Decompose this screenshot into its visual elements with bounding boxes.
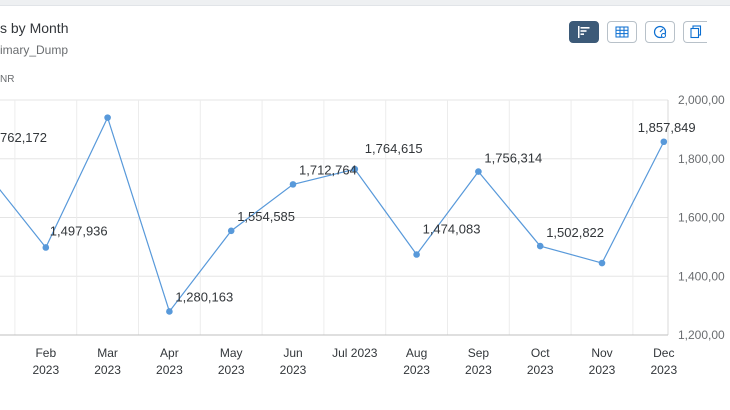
x-tick-label-year: 2023 [403,363,430,377]
chart-view-button[interactable] [569,21,599,43]
y-tick-label: 1,800,00 [678,152,725,166]
x-tick-label-year: 2023 [650,363,677,377]
window-top-border [0,0,730,6]
table-grid-icon [615,26,629,38]
x-tick-label: Sep [468,346,490,360]
y-tick-label: 1,600,00 [678,211,725,225]
x-tick-label: Nov [591,346,612,360]
chart-title: s by Month [0,20,69,36]
chart-settings-button[interactable] [645,21,675,43]
data-point [475,168,482,175]
x-tick-label-year: 2023 [280,363,307,377]
gauge-icon [653,25,667,39]
data-label: 1,712,764 [299,162,357,177]
y-tick-label: 2,000,00 [678,93,725,107]
data-point [289,181,297,188]
series-line [0,115,665,313]
y-tick-label: 1,200,00 [678,328,725,342]
data-point [536,242,544,250]
data-labels: 762,172 1,497,936 1,280,163 1,554,585 1,712,… [0,120,696,305]
data-point [598,259,606,267]
x-tick-label-year: 2023 [32,363,59,377]
y-axis: 2,000,00 1,800,00 1,600,00 1,400,00 1,200,00 [678,93,725,342]
chart-toolbar [569,21,707,43]
data-label: 1,280,163 [175,289,233,304]
x-tick-label: May [220,346,243,360]
data-label: 762,172 [0,130,47,145]
x-tick-label-year: 2023 [94,363,121,377]
data-label: 1,764,615 [365,141,423,156]
data-label: 1,857,849 [638,120,696,135]
data-point [351,165,359,173]
data-point [413,251,420,258]
data-label: 1,474,083 [423,221,481,236]
x-tick-label: Jul 2023 [332,346,378,360]
series-polyline [0,115,665,313]
data-point [42,244,50,251]
x-tick-label: Oct [531,346,550,360]
copy-button[interactable] [683,21,707,43]
x-tick-label-year: 2023 [465,363,492,377]
data-label: 1,502,822 [546,225,604,240]
data-point [227,227,235,235]
x-tick-label: Mar [97,346,118,360]
data-points [42,114,668,315]
x-axis: n23Feb2023Mar2023Apr2023May2023Jun2023Ju… [32,346,677,377]
chart-subtitle: imary_Dump [0,43,69,57]
x-tick-label-year: 2023 [218,363,245,377]
gridlines [0,99,669,336]
x-tick-label: Apr [160,346,179,360]
copy-icon [689,25,701,39]
y-tick-label: 1,400,00 [678,269,725,283]
x-tick-label: Jun [283,346,302,360]
data-label: 1,756,314 [484,151,542,166]
x-tick-label: Aug [406,346,427,360]
x-tick-label-year: 2023 [156,363,183,377]
x-tick-label: Feb [35,346,56,360]
data-label: 1,554,585 [237,209,295,224]
data-point [660,138,668,146]
data-point [166,308,173,315]
x-tick-label: Dec [653,346,674,360]
data-label: 1,497,936 [50,223,108,238]
bar-chart-icon [578,26,590,38]
x-tick-label-year: 2023 [527,363,554,377]
unit-label: NR [0,74,15,85]
data-point [104,114,111,121]
table-view-button[interactable] [607,21,637,43]
x-tick-label-year: 2023 [589,363,616,377]
